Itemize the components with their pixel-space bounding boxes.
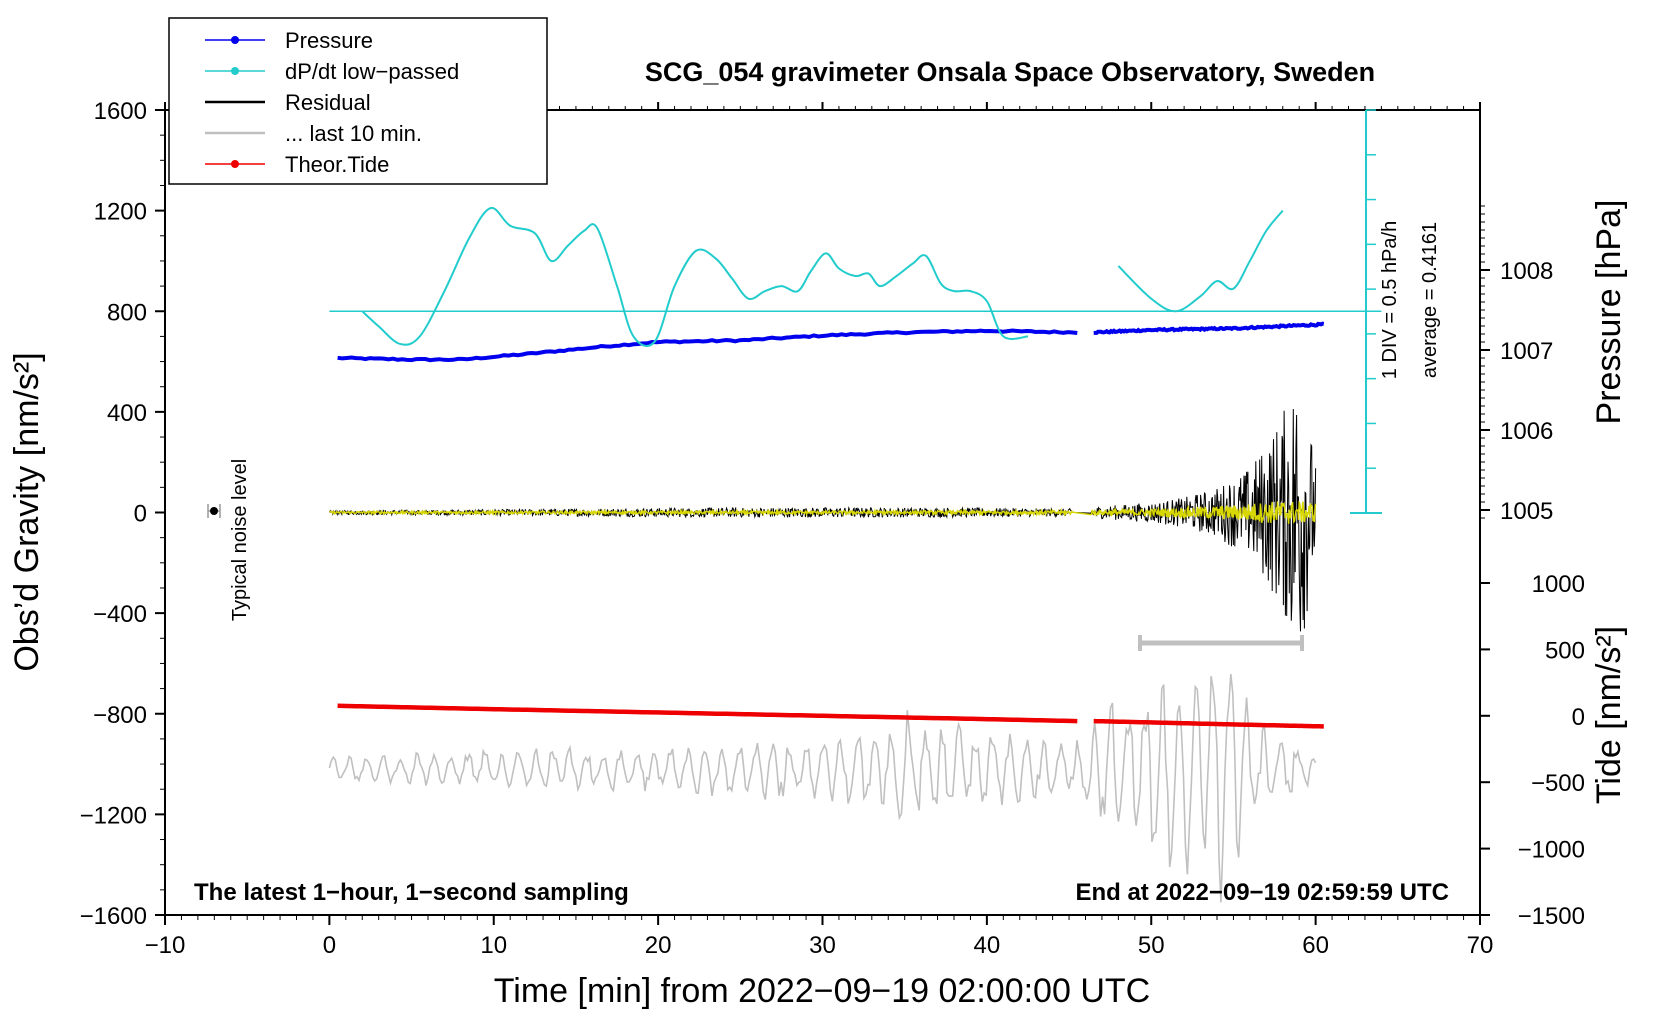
x-tick-label: 10 [480, 932, 507, 959]
pressure-tick-label: 1006 [1500, 418, 1553, 445]
data-series [328, 207, 1382, 903]
end-time-note: End at 2022−09−19 02:59:59 UTC [1075, 879, 1449, 906]
y-tick-label: 0 [134, 501, 147, 528]
legend-label: ... last 10 min. [285, 121, 422, 146]
x-axis-title: Time [min] from 2022−09−19 02:00:00 UTC [494, 972, 1150, 1010]
legend-swatch-dot [231, 36, 239, 44]
legend-swatch-dot [231, 67, 239, 75]
dpdt-line [361, 207, 1029, 347]
last-10-min-line [328, 673, 1317, 903]
average-label: average = 0.4161 [1419, 222, 1441, 378]
tide-tick-label: −1500 [1518, 903, 1585, 930]
dpdt-scale-bar [1350, 109, 1382, 514]
tide-line [337, 703, 1078, 724]
pressure-tick-label: 1008 [1500, 258, 1553, 285]
tide-line [1093, 718, 1324, 729]
tide-tick-label: 0 [1572, 704, 1585, 731]
axis-ticks: −10 0 10 20 30 40 50 60 70 −1600 −1200 −800 −400 0 400… [80, 98, 1585, 959]
y-tick-label: −400 [93, 601, 147, 628]
x-tick-label: 70 [1467, 932, 1494, 959]
legend: Pressure dP/dt low−passed Residual ... last… [168, 17, 548, 185]
legend-swatch-dot [231, 160, 239, 168]
tide-tick-label: −1000 [1518, 837, 1585, 864]
legend-label: Pressure [285, 28, 373, 53]
y-tick-label: −800 [93, 702, 147, 729]
noise-level-marker [207, 504, 221, 518]
y-tick-label: 400 [107, 400, 147, 427]
pressure-tick-label: 1007 [1500, 338, 1553, 365]
sampling-note: The latest 1−hour, 1−second sampling [194, 879, 629, 906]
legend-label: Residual [285, 90, 371, 115]
last-10-min-bracket [1138, 635, 1304, 651]
x-tick-label: 20 [645, 932, 672, 959]
x-tick-label: 60 [1302, 932, 1329, 959]
legend-label: Theor.Tide [285, 152, 389, 177]
x-tick-label: 0 [323, 932, 336, 959]
noise-level-label: Typical noise level [229, 459, 251, 621]
tide-tick-label: −500 [1531, 770, 1585, 797]
x-tick-label: 30 [809, 932, 836, 959]
y-axis-title-pressure: Pressure [hPa] [1590, 200, 1628, 425]
tide-tick-label: 500 [1545, 637, 1585, 664]
y-tick-label: 1200 [94, 199, 147, 226]
pressure-line [1093, 321, 1325, 335]
y-axis-title-tide: Tide [nm/s²] [1590, 626, 1628, 804]
y-tick-label: −1200 [80, 802, 147, 829]
x-tick-label: −10 [145, 932, 186, 959]
x-tick-label: 40 [974, 932, 1001, 959]
div-label: 1 DIV = 0.5 hPa/h [1379, 221, 1401, 379]
tide-tick-label: 1000 [1532, 571, 1585, 598]
y-tick-label: 800 [107, 299, 147, 326]
noise-dot [210, 507, 218, 515]
legend-label: dP/dt low−passed [285, 59, 459, 84]
residual-yellow-line [329, 500, 1317, 524]
dpdt-line [1117, 209, 1284, 313]
y-tick-label: −1600 [80, 903, 147, 930]
pressure-line [337, 328, 1078, 363]
y-tick-label: 1600 [94, 98, 147, 125]
x-tick-label: 50 [1138, 932, 1165, 959]
pressure-tick-label: 1005 [1500, 498, 1553, 525]
chart-title: SCG_054 gravimeter Onsala Space Observat… [645, 57, 1375, 87]
y-axis-title-gravity: Obs’d Gravity [nm/s²] [8, 352, 46, 671]
